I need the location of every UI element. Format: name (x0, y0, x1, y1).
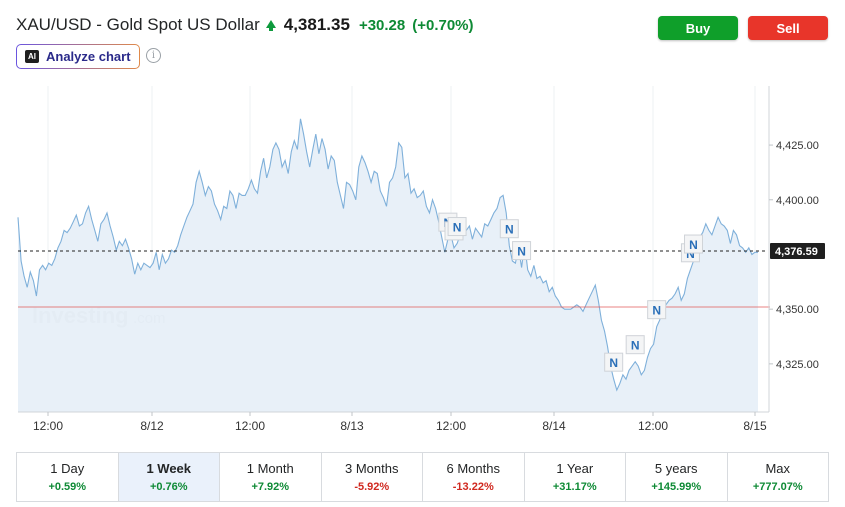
x-tick-label: 8/12 (140, 419, 164, 433)
news-marker-label: N (517, 245, 526, 259)
sell-button[interactable]: Sell (748, 16, 828, 40)
period-label: Max (765, 461, 791, 476)
ai-icon: AI (25, 50, 39, 63)
period-tab-3[interactable]: 3 Months -5.92% (322, 453, 423, 501)
period-label: 5 years (654, 461, 698, 476)
period-change: +0.76% (149, 481, 188, 493)
news-marker[interactable]: N (647, 300, 667, 320)
period-label: 1 Week (146, 461, 192, 476)
period-change: +777.07% (752, 481, 803, 493)
news-marker-box (684, 234, 704, 254)
period-change: +7.92% (251, 481, 290, 493)
period-selector: 1 Day +0.59% 1 Week +0.76% 1 Month +7.92% 3 Mo… (16, 452, 829, 502)
x-tick-label: 8/15 (743, 419, 767, 433)
news-marker-box (625, 335, 645, 355)
news-marker-label: N (652, 304, 661, 318)
period-label: 1 Day (50, 461, 85, 476)
price-change: +30.28 (358, 16, 406, 34)
period-tab-1[interactable]: 1 Week +0.76% (118, 453, 220, 501)
period-tab-2[interactable]: 1 Month +7.92% (220, 453, 322, 501)
instrument-header: XAU/USD - Gold Spot US Dollar 4,381.35 +… (16, 14, 474, 36)
period-change: +145.99% (651, 481, 702, 493)
up-arrow-icon (265, 20, 276, 31)
x-tick-label: 12:00 (235, 419, 265, 433)
period-label: 3 Months (345, 461, 399, 476)
news-marker[interactable]: N (625, 335, 645, 355)
period-change: -13.22% (452, 481, 494, 493)
news-marker-box (499, 219, 519, 239)
x-tick-label: 8/13 (340, 419, 364, 433)
period-change: -5.92% (354, 481, 390, 493)
period-tab-7[interactable]: Max +777.07% (728, 453, 829, 501)
news-marker-label: N (453, 221, 462, 235)
analyze-chart-label: Analyze chart (46, 49, 131, 64)
price-chart[interactable]: Investing.com4,425.004,400.004,350.004,3… (0, 80, 845, 440)
period-change: +31.17% (552, 481, 597, 493)
news-marker-box (512, 241, 532, 261)
instrument-title: XAU/USD - Gold Spot US Dollar (16, 15, 260, 34)
period-tab-4[interactable]: 6 Months -13.22% (423, 453, 525, 501)
news-marker[interactable]: N (447, 217, 467, 237)
price-change-percent: (+0.70%) (412, 16, 474, 34)
news-marker-label: N (609, 356, 618, 370)
period-tab-5[interactable]: 1 Year +31.17% (525, 453, 626, 501)
period-tab-6[interactable]: 5 years +145.99% (626, 453, 728, 501)
period-label: 6 Months (446, 461, 500, 476)
x-tick-label: 12:00 (33, 419, 63, 433)
news-marker[interactable]: N (604, 352, 624, 372)
news-marker[interactable]: N (684, 234, 704, 254)
y-tick-label: 4,325.00 (776, 359, 819, 371)
news-marker-label: N (505, 223, 514, 237)
news-marker-label: N (686, 247, 695, 261)
y-tick-label: 4,350.00 (776, 304, 819, 316)
x-tick-label: 8/14 (542, 419, 566, 433)
price-line (17, 118, 758, 392)
news-marker-label: N (689, 238, 698, 252)
x-tick-label: 12:00 (436, 419, 466, 433)
x-tick-label: 12:00 (638, 419, 668, 433)
current-price-label: 4,376.59 (775, 246, 818, 258)
current-price-badge (770, 242, 825, 259)
last-price: 4,381.35 (283, 15, 350, 34)
news-marker-label: N (631, 339, 640, 353)
news-marker[interactable]: N (499, 219, 519, 239)
period-change: +0.59% (48, 481, 87, 493)
y-tick-label: 4,400.00 (776, 195, 819, 207)
period-label: 1 Month (246, 461, 294, 476)
news-marker-box (604, 352, 624, 372)
news-marker[interactable]: N (512, 241, 532, 261)
news-marker-box (647, 300, 667, 320)
buy-button[interactable]: Buy (658, 16, 738, 40)
period-label: 1 Year (556, 461, 594, 476)
news-marker-box (447, 217, 467, 237)
period-tab-0[interactable]: 1 Day +0.59% (17, 453, 119, 501)
price-area (18, 118, 758, 413)
y-tick-label: 4,425.00 (776, 140, 819, 152)
analyze-chart-button[interactable]: AI Analyze chart (16, 44, 140, 69)
info-icon[interactable]: i (146, 48, 161, 63)
